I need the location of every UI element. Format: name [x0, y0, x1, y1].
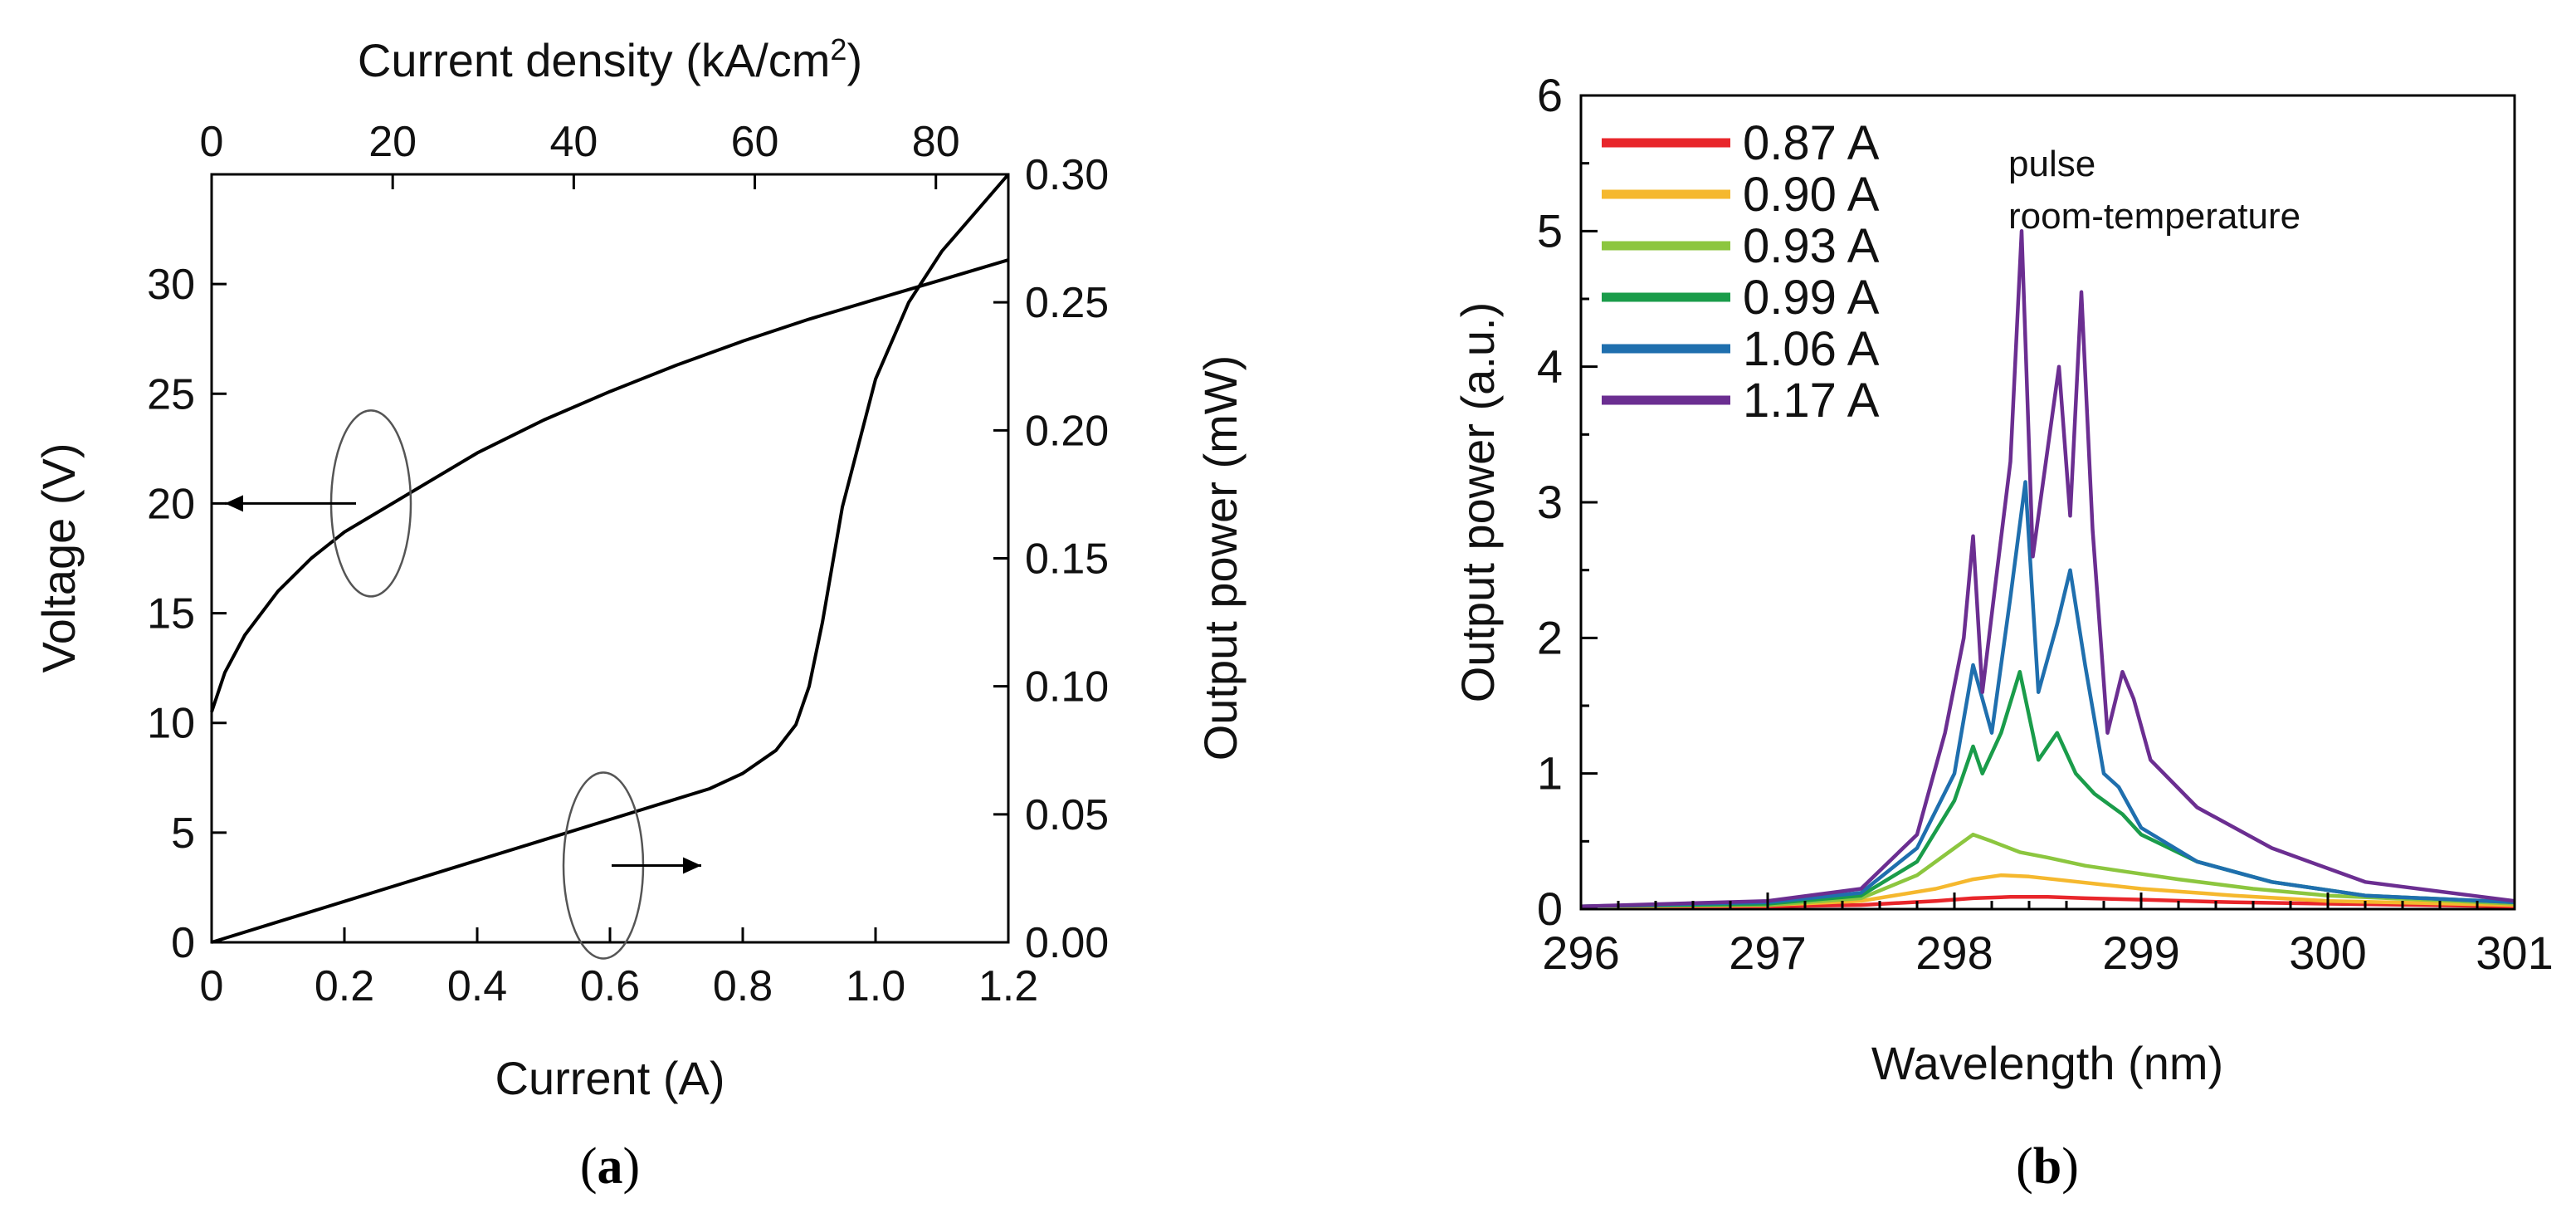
panel-a-top-x-tick-label: 60 — [731, 118, 779, 166]
panel-a-right-y-tick-label: 0.30 — [1025, 151, 1109, 199]
panel-a-left-y-axis-ticks: 0 5 10 15 20 25 30 — [147, 261, 227, 967]
panel-a-right-y-tick-label: 0.20 — [1025, 407, 1109, 455]
panel-b-legend-label: 0.90 A — [1743, 168, 1880, 222]
panel-b-caption: (b) — [2016, 1138, 2079, 1195]
panel-b-x-tick-label: 296 — [1542, 927, 1619, 979]
panel-b-x-tick-label: 299 — [2102, 927, 2179, 979]
panel-b-y-axis-title: Output power (a.u.) — [1451, 302, 1504, 702]
panel-a-left-y-tick-label: 15 — [147, 590, 195, 638]
panel-b-y-axis-ticks: 0 1 2 3 4 5 6 — [1537, 69, 1598, 935]
panel-b-x-tick-label: 298 — [1915, 927, 1993, 979]
panel-b-legend: 0.87 A0.90 A0.93 A0.99 A1.06 A1.17 A — [1602, 116, 1880, 428]
panel-a-output-power-curve — [211, 173, 1010, 944]
panel-b-y-tick-label: 1 — [1537, 747, 1563, 800]
panel-a-x-tick-label: 0.4 — [447, 962, 507, 1010]
panel-b-y-tick-label: 4 — [1537, 340, 1563, 393]
panel-b-legend-label: 1.06 A — [1743, 322, 1880, 376]
panel-a-x-tick-label: 0.2 — [315, 962, 374, 1010]
panel-a-voltage-curve — [210, 258, 1009, 713]
panel-b-y-tick-label: 2 — [1537, 611, 1563, 663]
panel-b-series-group — [1580, 229, 2515, 908]
panel-a-top-x-axis-ticks: 0 20 40 60 80 — [200, 118, 960, 189]
panel-a-series-group — [210, 173, 1010, 944]
panel-a-x-tick-label: 0.6 — [580, 962, 640, 1010]
panel-a-annotations — [225, 409, 701, 960]
panel-a-left-y-tick-label: 25 — [147, 370, 195, 418]
panel-b-spectrum-117a — [1580, 229, 2515, 908]
panel-a-left-y-tick-label: 5 — [171, 809, 195, 858]
panel-b-spectrum-087a — [1581, 895, 2515, 908]
panel-a-x-tick-label: 1.2 — [978, 962, 1038, 1010]
panel-a-top-x-tick-label: 80 — [912, 118, 960, 166]
panel-a-left-y-axis-title: Voltage (V) — [32, 443, 85, 672]
panel-b-x-axis-ticks: 296 297 298 299 300 301 — [1542, 893, 2554, 979]
panel-a-top-x-tick-label: 0 — [200, 118, 224, 166]
panel-b-note-room-temperature: room-temperature — [2008, 196, 2300, 237]
panel-a-x-tick-label: 0.8 — [713, 962, 773, 1010]
panel-a-right-y-axis-title: Output power (mW) — [1194, 355, 1247, 761]
panel-b-y-tick-label: 5 — [1537, 204, 1563, 257]
panel-a-right-y-tick-label: 0.25 — [1025, 279, 1109, 327]
panel-a-right-y-tick-label: 0.15 — [1025, 536, 1109, 584]
panel-b-x-tick-label: 301 — [2476, 927, 2553, 979]
panel-a-left-y-tick-label: 20 — [147, 480, 195, 528]
panel-a-right-y-tick-label: 0.00 — [1025, 919, 1109, 967]
panel-a-right-y-axis-ticks: 0.00 0.05 0.10 0.15 0.20 0.25 0.30 — [993, 151, 1109, 967]
panel-a-x-axis-ticks: 0 0.2 0.4 0.6 0.8 1.0 1.2 — [200, 927, 1038, 1010]
panel-a-x-tick-label: 1.0 — [846, 962, 905, 1010]
panel-b-x-tick-label: 300 — [2289, 927, 2366, 979]
panel-b-legend-label: 0.93 A — [1743, 219, 1880, 273]
panel-a-x-tick-label: 0 — [200, 962, 224, 1010]
panel-b-note-pulse: pulse — [2008, 144, 2095, 184]
panel-b-spectrum-090a — [1580, 873, 2515, 908]
panel-b-spectrum-093a — [1580, 832, 2515, 908]
panel-a-top-x-axis-title: Current density (kA/cm2) — [358, 32, 862, 86]
panel-b-x-tick-label: 297 — [1729, 927, 1806, 979]
panel-a-annotation-arrowhead — [683, 857, 701, 874]
panel-a-top-x-tick-label: 20 — [368, 118, 417, 166]
panel-a-top-x-tick-label: 40 — [549, 118, 598, 166]
panel-b-legend-label: 1.17 A — [1743, 374, 1880, 428]
panel-a-plot-frame — [210, 173, 1010, 944]
panel-a: 0 0.2 0.4 0.6 0.8 1.0 1.2 0 20 40 60 80 0 5 10 15 20 25… — [32, 32, 1247, 1195]
panel-b-y-tick-label: 3 — [1537, 476, 1563, 528]
panel-a-annotation-arrowhead — [225, 495, 243, 512]
panel-b-legend-label: 0.99 A — [1743, 271, 1880, 325]
panel-b-spectrum-106a — [1580, 480, 2515, 908]
panel-a-left-y-tick-label: 0 — [171, 919, 195, 967]
panel-b-legend-label: 0.87 A — [1743, 116, 1880, 170]
panel-b-y-tick-label: 0 — [1537, 883, 1563, 935]
panel-b-y-tick-label: 6 — [1537, 69, 1563, 121]
panel-b-spectrum-099a — [1580, 669, 2515, 908]
panel-a-right-y-tick-label: 0.10 — [1025, 663, 1109, 712]
panel-a-x-axis-title: Current (A) — [495, 1052, 725, 1104]
panel-a-left-y-tick-label: 10 — [147, 700, 195, 748]
panel-b-x-axis-title: Wavelength (nm) — [1871, 1037, 2223, 1089]
panel-a-caption: (a) — [580, 1138, 640, 1195]
panel-a-left-y-tick-label: 30 — [147, 261, 195, 309]
panel-a-right-y-tick-label: 0.05 — [1025, 791, 1109, 839]
